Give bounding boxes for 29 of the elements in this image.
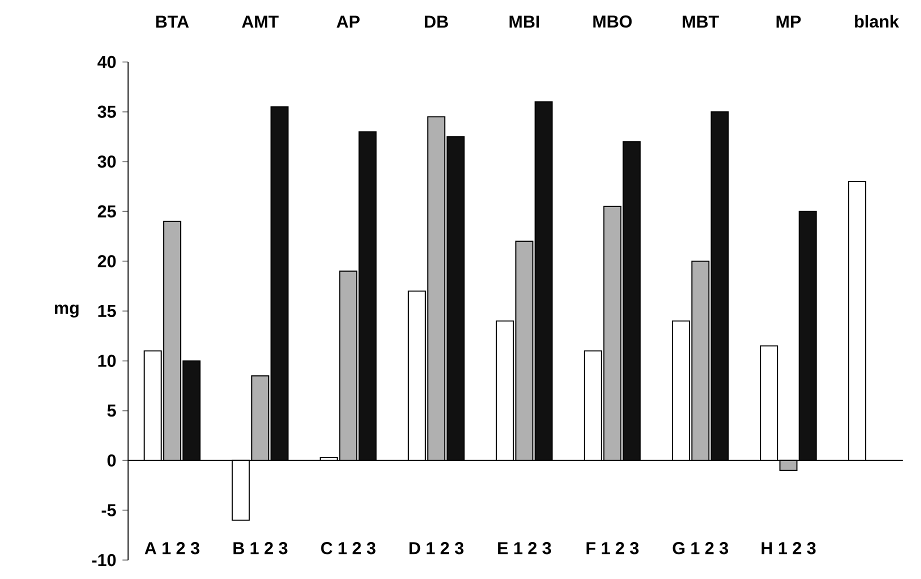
annotation: C 1 2 3	[321, 542, 376, 554]
annotation: H 1 2 3	[762, 542, 816, 554]
x-tick-label: DB	[424, 16, 448, 28]
x-tick-label: BTA	[156, 16, 189, 28]
y-tick-label: -10	[92, 554, 116, 566]
y-tick-label: 35	[98, 106, 116, 118]
y-tick-label: 40	[97, 56, 116, 68]
y-tick-label: 0	[108, 454, 116, 467]
y-tick-label: 25	[98, 205, 116, 218]
annotation: D 1 2 3	[410, 542, 464, 554]
x-tick-label: MP	[776, 16, 801, 28]
x-tick-label: AMT	[242, 16, 279, 28]
x-tick-label: MBT	[682, 16, 719, 28]
y-tick-label: -5	[102, 504, 116, 516]
annotation: E 1 2 3	[498, 542, 552, 554]
y-tick-label: 5	[107, 404, 116, 417]
y-tick-label: 30	[98, 155, 116, 168]
y-tick-label: 10	[98, 354, 116, 367]
annotation: G 1 2 3	[672, 542, 728, 554]
y-axis-title: mg	[54, 304, 79, 318]
annotation: A 1 2 3	[144, 542, 200, 554]
annotation: F 1 2 3	[586, 542, 639, 554]
x-tick-label: AP	[336, 16, 360, 28]
y-tick-label: 15	[98, 305, 116, 318]
x-tick-label: blank	[855, 14, 900, 28]
x-tick-label: MBI	[510, 16, 539, 28]
y-tick-label: 20	[98, 255, 116, 268]
x-tick-label: MBO	[593, 15, 632, 28]
annotation: B 1 2 3	[233, 542, 288, 554]
